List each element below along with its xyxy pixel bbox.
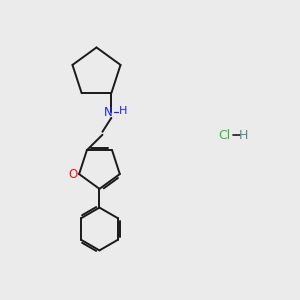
Text: O: O <box>68 168 77 181</box>
Text: Cl: Cl <box>218 129 230 142</box>
Text: H: H <box>239 129 248 142</box>
Text: H: H <box>118 106 127 116</box>
Text: N: N <box>103 106 112 119</box>
